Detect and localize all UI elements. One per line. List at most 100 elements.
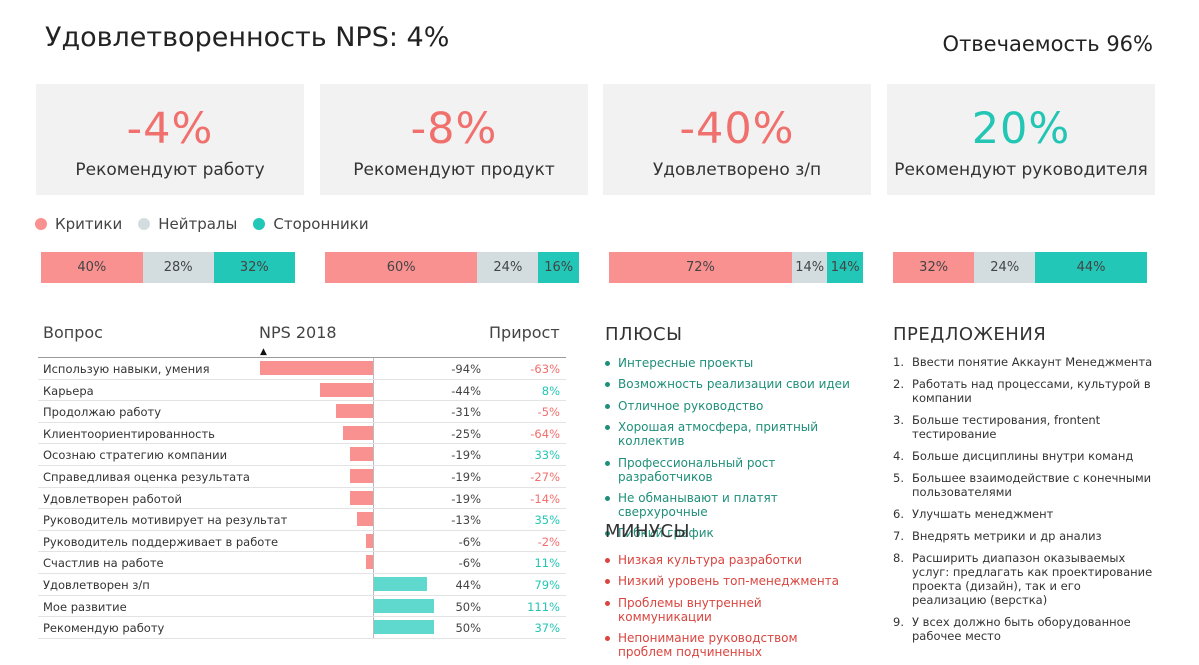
- nps-value: -19%: [451, 491, 481, 506]
- suggestion-text: Большее взаимодействие с конечными польз…: [912, 471, 1152, 499]
- kpi-label: Рекомендуют продукт: [353, 160, 555, 180]
- nps-bar: [357, 512, 373, 527]
- segment-critics: 32%: [893, 252, 975, 283]
- question-cell: Рекомендую работу: [43, 621, 165, 636]
- table-row[interactable]: Осознаю стратегию компании -19% 33%: [38, 444, 566, 466]
- column-header-growth[interactable]: Прирост: [489, 323, 560, 342]
- legend-label: Критики: [55, 215, 123, 233]
- suggestion-text: Внедрять метрики и др анализ: [912, 529, 1102, 543]
- suggestion-text: Расширить диапазон оказываемых услуг: пр…: [912, 551, 1153, 607]
- nps-bar: [374, 620, 434, 635]
- bullet-icon: [605, 579, 610, 585]
- nps-value: 50%: [455, 599, 481, 614]
- pros-item-text: Гибкий график: [618, 526, 714, 541]
- bullet-icon: [605, 425, 610, 431]
- table-row[interactable]: Удовлетворен работой -19% -14%: [38, 488, 566, 510]
- question-cell: Удовлетворен работой: [43, 491, 182, 506]
- table-row[interactable]: Счастлив на работе -6% 11%: [38, 552, 566, 574]
- kpi-card: 20% Рекомендуют руководителя: [887, 84, 1155, 195]
- nps-value: -31%: [451, 405, 481, 420]
- column-header-question[interactable]: Вопрос: [43, 323, 103, 342]
- table-row[interactable]: Продолжаю работу -31% -5%: [38, 401, 566, 423]
- column-header-nps[interactable]: NPS 2018: [259, 323, 337, 342]
- distribution-bar: 32% 24% 44%: [893, 252, 1147, 283]
- question-cell: Клиентоориентированность: [43, 426, 215, 441]
- nps-value: -44%: [451, 383, 481, 398]
- table-row[interactable]: Рекомендую работу 50% 37%: [38, 617, 566, 639]
- pros-item-text: Отличное руководство: [618, 398, 764, 413]
- nps-value: 50%: [455, 621, 481, 636]
- nps-bar: [374, 576, 427, 591]
- cons-item-text: Проблемы внутренней коммуникации: [618, 595, 762, 624]
- segment-neutrals: 28%: [142, 252, 214, 283]
- cons-item: Непонимание руководством проблем подчине…: [605, 631, 855, 659]
- nps-value: -13%: [451, 513, 481, 528]
- cons-title: МИНУСЫ: [605, 521, 690, 542]
- kpi-value: -40%: [679, 104, 795, 154]
- pros-item: Профессиональный рост разработчиков: [605, 456, 865, 484]
- growth-value: 35%: [534, 513, 560, 528]
- legend-label: Сторонники: [273, 215, 369, 233]
- table-row[interactable]: Карьера -44% 8%: [38, 380, 566, 402]
- nps-value: -25%: [451, 426, 481, 441]
- distribution-bar: 60% 24% 16%: [325, 252, 579, 283]
- suggestion-number: 3.: [893, 413, 904, 427]
- kpi-label: Рекомендуют работу: [75, 160, 265, 180]
- suggestion-number: 6.: [893, 507, 904, 521]
- bullet-icon: [605, 361, 610, 366]
- bullet-icon: [605, 403, 610, 409]
- growth-value: 11%: [534, 556, 560, 571]
- suggestion-item: 7. Внедрять метрики и др анализ: [893, 529, 1153, 543]
- table-row[interactable]: Мое развитие 50% 111%: [38, 596, 566, 618]
- nps-bar: [365, 555, 373, 570]
- zero-axis-line: [373, 358, 374, 639]
- question-cell: Справедливая оценка результата: [43, 469, 250, 484]
- table-row[interactable]: Руководитель поддерживает в работе -6% -2%: [38, 531, 566, 553]
- table-row[interactable]: Использую навыки, умения -94% -63%: [38, 358, 566, 380]
- segment-critics: 72%: [609, 252, 792, 283]
- growth-value: 79%: [534, 577, 560, 592]
- segment-critics: 40%: [41, 252, 143, 283]
- neutrals-dot-icon: [138, 218, 151, 230]
- segment-supporters: 16%: [538, 252, 579, 283]
- page-title: Удовлетворенность NPS: 4%: [45, 22, 450, 53]
- table-row[interactable]: Удовлетворен з/п 44% 79%: [38, 574, 566, 596]
- suggestion-item: 5. Большее взаимодействие с конечными пол…: [893, 471, 1153, 499]
- segment-supporters: 14%: [827, 252, 863, 283]
- legend-item-critics: Критики: [35, 215, 122, 233]
- suggestion-text: Больше дисциплины внутри команд: [912, 449, 1134, 463]
- pros-item-text: Хорошая атмосфера, приятный коллектив: [618, 420, 819, 449]
- suggestion-number: 5.: [893, 471, 904, 485]
- nps-value: -6%: [458, 556, 481, 571]
- kpi-label: Рекомендуют руководителя: [894, 160, 1148, 180]
- kpi-value: -8%: [410, 104, 498, 154]
- growth-value: -5%: [537, 405, 560, 420]
- distribution-bar: 40% 28% 32%: [41, 252, 295, 283]
- nps-value: -94%: [451, 362, 481, 376]
- kpi-value: 20%: [971, 104, 1071, 154]
- question-cell: Карьера: [43, 383, 94, 398]
- growth-value: -64%: [530, 426, 560, 441]
- bullet-icon: [605, 382, 610, 388]
- bullet-icon: [605, 558, 610, 563]
- sort-ascending-icon[interactable]: ▲: [260, 347, 267, 357]
- distribution-bar: 72% 14% 14%: [609, 252, 863, 283]
- question-cell: Использую навыки, умения: [43, 362, 210, 376]
- segment-neutrals: 24%: [477, 252, 539, 283]
- question-cell: Руководитель поддерживает в работе: [43, 534, 279, 549]
- pros-item: Хорошая атмосфера, приятный коллектив: [605, 420, 865, 448]
- growth-value: 111%: [527, 599, 560, 614]
- table-row[interactable]: Справедливая оценка результата -19% -27%: [38, 466, 566, 488]
- pros-item: Интересные проекты: [605, 356, 865, 370]
- pros-item: Гибкий график: [605, 526, 865, 540]
- table-row[interactable]: Клиентоориентированность -25% -64%: [38, 423, 566, 445]
- pros-title: ПЛЮСЫ: [605, 324, 683, 345]
- kpi-card: -4% Рекомендуют работу: [36, 84, 304, 195]
- nps-bar: [335, 404, 373, 419]
- legend-item-supporters: Сторонники: [253, 215, 369, 233]
- suggestion-number: 7.: [893, 529, 904, 543]
- table-row[interactable]: Руководитель мотивирует на результат -13%…: [38, 509, 566, 531]
- growth-value: -63%: [530, 362, 560, 376]
- suggestion-item: 1. Ввести понятие Аккаунт Менеджмента: [893, 355, 1153, 369]
- bullet-icon: [605, 460, 610, 466]
